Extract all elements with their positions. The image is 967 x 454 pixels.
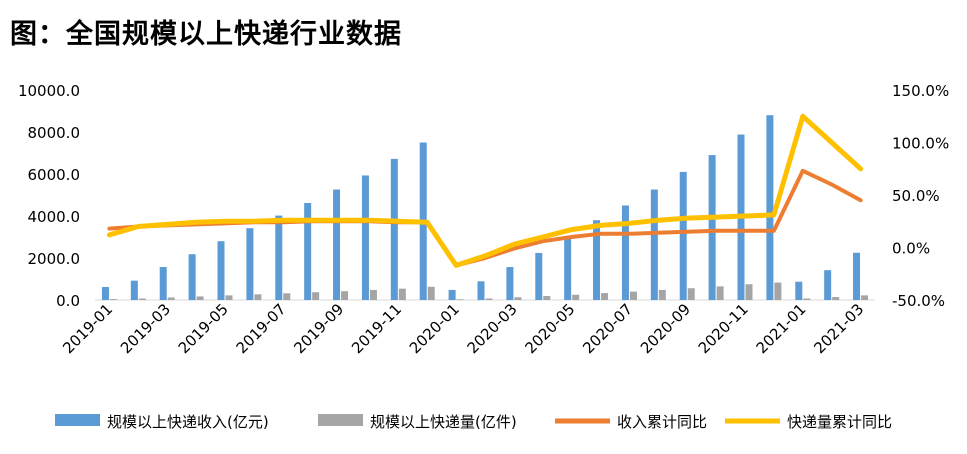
income-bar (361, 175, 369, 300)
series-income-bars (101, 115, 861, 300)
income-bar (159, 267, 167, 300)
volume-bar (398, 288, 406, 300)
income-bar (535, 252, 543, 300)
income-bar (390, 158, 398, 300)
income-bar (621, 205, 629, 300)
left-tick-label: 10000.0 (18, 82, 80, 100)
x-tick-label: 2019-11 (348, 300, 405, 357)
right-tick-label: 50.0% (892, 187, 940, 205)
volume-bar (485, 298, 493, 300)
volume-bar (572, 294, 580, 300)
volume-yoy-line (106, 113, 864, 268)
income-bar (679, 171, 687, 300)
volume-bar (774, 282, 782, 300)
volume-bar (254, 294, 262, 300)
right-tick-label: 0.0% (892, 240, 930, 258)
volume-bar (225, 295, 233, 300)
volume-bar (427, 286, 435, 300)
income-bar (130, 280, 138, 300)
volume-bar (716, 286, 724, 300)
legend-label: 收入累计同比 (617, 413, 707, 431)
x-tick-label: 2019-03 (117, 300, 174, 357)
income-bar (564, 238, 572, 300)
x-tick-label: 2019-07 (233, 300, 290, 357)
income-bar (101, 286, 109, 300)
right-axis: 150.0% 100.0% 50.0% 0.0% -50.0% (892, 82, 949, 310)
legend-label: 快递量累计同比 (787, 413, 892, 431)
volume-bar (138, 298, 146, 300)
income-bar (246, 228, 254, 300)
left-tick-label: 6000.0 (28, 166, 81, 184)
left-axis: 10000.0 8000.0 6000.0 4000.0 2000.0 0.0 (18, 82, 80, 310)
income-bar (708, 155, 716, 300)
series-volume-bars (109, 282, 869, 300)
volume-bar (341, 291, 349, 300)
volume-bar (167, 297, 175, 300)
volume-bar (629, 291, 637, 300)
volume-bar (369, 289, 377, 300)
x-tick-label: 2019-05 (175, 300, 232, 357)
chart-title: 图：全国规模以上快递行业数据 (10, 19, 402, 50)
x-tick-label: 2020-03 (464, 300, 521, 357)
volume-bar (601, 293, 609, 300)
right-tick-label: 100.0% (892, 135, 949, 153)
left-tick-label: 0.0 (56, 292, 80, 310)
x-tick-label: 2021-01 (753, 300, 810, 357)
legend-label: 规模以上快递收入(亿元) (107, 413, 269, 431)
legend: 规模以上快递收入(亿元) 规模以上快递量(亿件) 收入累计同比 快递量累计同比 (55, 413, 892, 431)
x-tick-label: 2021-03 (810, 300, 867, 357)
right-tick-label: -50.0% (892, 292, 945, 310)
volume-bar (312, 292, 320, 300)
volume-bar (861, 295, 869, 300)
volume-bar (745, 284, 753, 300)
volume-bar (658, 289, 666, 300)
volume-bar (543, 296, 551, 300)
income-bar (188, 254, 196, 300)
legend-label: 规模以上快递量(亿件) (370, 413, 517, 431)
x-tick-label: 2019-09 (290, 300, 347, 357)
legend-swatch (55, 414, 100, 426)
volume-bar (456, 299, 464, 300)
series-lines (106, 113, 864, 268)
x-tick-label: 2020-11 (695, 300, 752, 357)
x-tick-label: 2020-07 (579, 300, 636, 357)
x-axis: 2019-01 2019-03 2019-05 2019-07 2019-09 2019-… (59, 300, 867, 357)
volume-bar (832, 297, 840, 300)
income-bar (275, 215, 283, 300)
volume-bar (514, 297, 522, 300)
income-bar (506, 267, 514, 300)
income-bar (766, 115, 774, 300)
income-bar (593, 220, 601, 300)
income-bar (853, 252, 861, 300)
volume-bar (196, 296, 204, 300)
left-tick-label: 2000.0 (28, 250, 81, 268)
income-bar (333, 189, 341, 300)
left-tick-label: 4000.0 (28, 208, 81, 226)
income-bar (217, 241, 225, 300)
x-tick-label: 2020-05 (521, 300, 578, 357)
x-tick-label: 2020-01 (406, 300, 463, 357)
income-bar (650, 189, 658, 300)
x-tick-label: 2020-09 (637, 300, 694, 357)
legend-swatch (318, 414, 363, 426)
right-tick-label: 150.0% (892, 82, 949, 100)
income-bar (304, 202, 312, 300)
volume-bar (109, 299, 117, 300)
income-bar (824, 270, 832, 300)
volume-bar (803, 298, 811, 300)
income-bar (795, 281, 803, 300)
volume-bar (687, 288, 695, 300)
volume-bar (283, 293, 291, 300)
income-bar (477, 281, 485, 300)
income-bar (448, 289, 456, 300)
left-tick-label: 8000.0 (28, 124, 81, 142)
